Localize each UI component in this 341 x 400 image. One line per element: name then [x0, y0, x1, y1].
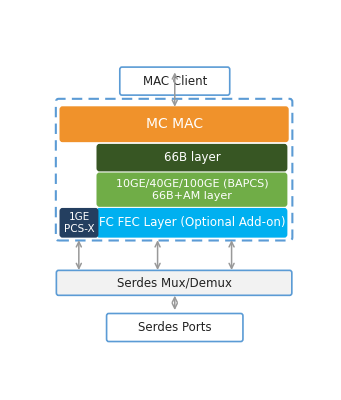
Text: Serdes Ports: Serdes Ports [138, 321, 211, 334]
FancyBboxPatch shape [97, 173, 286, 206]
FancyBboxPatch shape [60, 209, 98, 237]
Text: MAC Client: MAC Client [143, 75, 207, 88]
FancyBboxPatch shape [107, 314, 243, 342]
FancyBboxPatch shape [60, 107, 288, 141]
FancyBboxPatch shape [97, 145, 286, 170]
Text: 66B layer: 66B layer [164, 151, 220, 164]
FancyBboxPatch shape [56, 270, 292, 295]
Text: FC FEC Layer (Optional Add-on): FC FEC Layer (Optional Add-on) [99, 216, 285, 229]
Text: Serdes Mux/Demux: Serdes Mux/Demux [117, 276, 232, 289]
Text: MC MAC: MC MAC [146, 117, 203, 131]
FancyBboxPatch shape [97, 209, 286, 237]
Text: 10GE/40GE/100GE (BAPCS)
66B+AM layer: 10GE/40GE/100GE (BAPCS) 66B+AM layer [116, 178, 268, 201]
FancyBboxPatch shape [120, 67, 230, 95]
Text: 1GE
PCS-X: 1GE PCS-X [64, 212, 94, 234]
